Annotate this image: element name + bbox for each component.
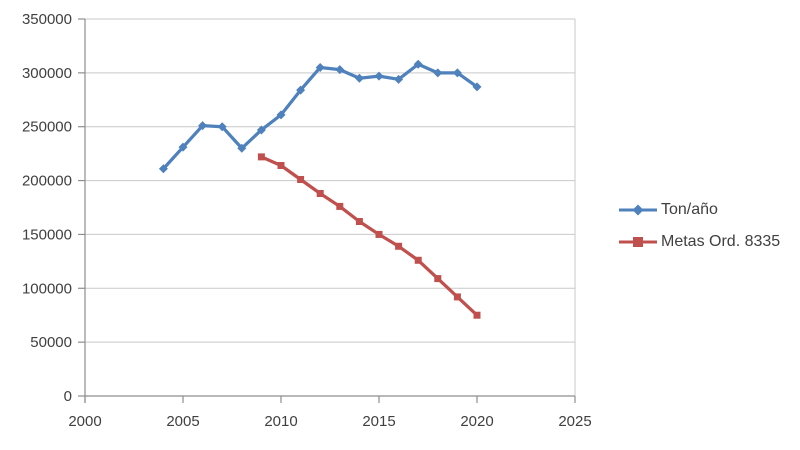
y-tick-label: 250000 <box>22 119 72 136</box>
x-tick-label: 2010 <box>264 413 297 430</box>
x-tick-label: 2025 <box>558 413 591 430</box>
diamond-marker-icon <box>632 204 644 216</box>
data-point-square <box>297 175 305 183</box>
data-point-diamond <box>296 85 306 95</box>
legend-marker-line-square <box>619 237 657 247</box>
legend-item-metas: Metas Ord. 8335 <box>618 232 780 252</box>
data-point-square <box>414 256 422 264</box>
y-tick-label: 100000 <box>22 280 72 297</box>
data-point-square <box>395 242 403 250</box>
data-point-square <box>336 202 344 210</box>
data-point-diamond <box>472 82 482 92</box>
legend-marker-line-diamond <box>619 204 657 216</box>
x-tick-label: 2020 <box>460 413 493 430</box>
data-point-diamond <box>178 142 188 152</box>
x-tick-label: 2005 <box>166 413 199 430</box>
data-point-diamond <box>452 68 462 78</box>
data-point-diamond <box>433 68 443 78</box>
data-point-diamond <box>198 121 208 131</box>
data-point-square <box>316 189 324 197</box>
y-tick-label: 0 <box>64 388 72 405</box>
data-point-diamond <box>315 62 325 72</box>
data-point-diamond <box>335 65 345 75</box>
data-point-square <box>257 153 265 161</box>
y-tick-label: 300000 <box>22 65 72 82</box>
square-marker-icon <box>633 237 643 247</box>
data-point-diamond <box>413 59 423 69</box>
data-point-square <box>434 275 442 283</box>
data-point-diamond <box>158 164 168 174</box>
data-point-square <box>453 293 461 301</box>
data-point-diamond <box>217 122 227 132</box>
data-point-square <box>375 230 383 238</box>
data-point-diamond <box>374 71 384 81</box>
x-tick-label: 2000 <box>68 413 101 430</box>
data-point-square <box>355 218 363 226</box>
data-point-square <box>473 311 481 319</box>
legend-item-ton-ano: Ton/año <box>618 200 780 220</box>
data-point-diamond <box>256 125 266 135</box>
legend-label-metas: Metas Ord. 8335 <box>661 233 781 250</box>
data-point-diamond <box>394 74 404 84</box>
data-point-diamond <box>237 143 247 153</box>
data-point-diamond <box>276 110 286 120</box>
chart-legend: Ton/año Metas Ord. 8335 <box>618 200 780 252</box>
data-point-square <box>277 161 285 169</box>
y-tick-label: 50000 <box>30 334 72 351</box>
y-tick-label: 200000 <box>22 173 72 190</box>
y-tick-label: 350000 <box>22 11 72 28</box>
series-line-1 <box>161 62 479 171</box>
y-tick-label: 150000 <box>22 226 72 243</box>
x-tick-label: 2015 <box>362 413 395 430</box>
data-point-diamond <box>354 73 364 83</box>
legend-label-ton-ano: Ton/año <box>661 201 718 218</box>
